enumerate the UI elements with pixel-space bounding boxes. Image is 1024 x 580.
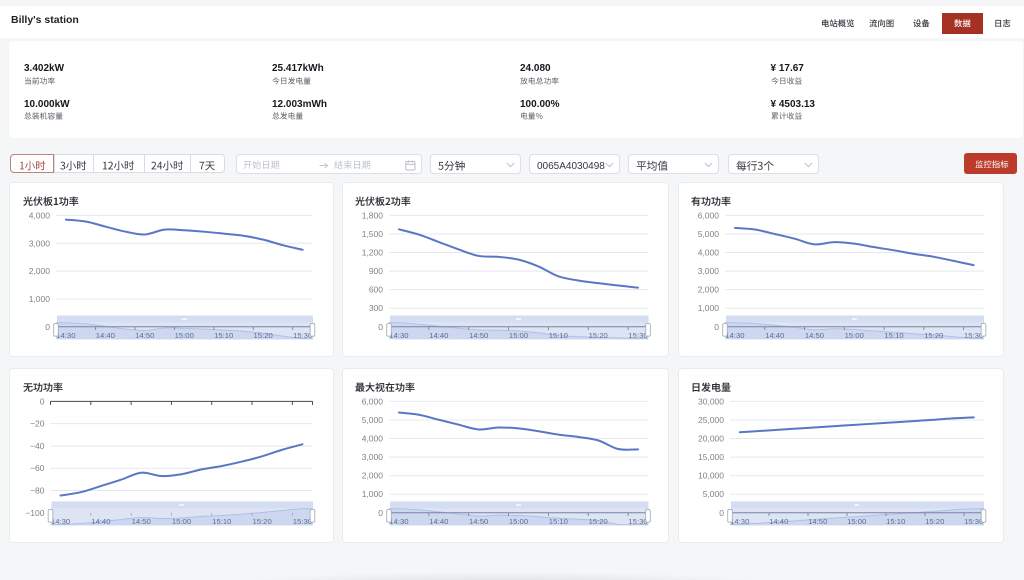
svg-text:14:40: 14:40 xyxy=(769,517,788,526)
svg-text:15:20: 15:20 xyxy=(925,517,944,526)
svg-text:15:30: 15:30 xyxy=(964,517,983,526)
svg-text:4,000: 4,000 xyxy=(697,248,719,258)
svg-text:15:20: 15:20 xyxy=(924,331,943,340)
svg-text:15:20: 15:20 xyxy=(254,331,273,340)
svg-text:15:10: 15:10 xyxy=(548,517,567,526)
svg-text:0: 0 xyxy=(719,508,724,518)
svg-text:20,000: 20,000 xyxy=(698,434,724,444)
svg-text:15:20: 15:20 xyxy=(252,517,271,526)
svg-text:15,000: 15,000 xyxy=(698,452,724,462)
svg-text:6,000: 6,000 xyxy=(361,396,383,406)
svg-text:900: 900 xyxy=(368,266,382,276)
svg-text:3,000: 3,000 xyxy=(361,452,383,462)
svg-text:15:10: 15:10 xyxy=(884,331,903,340)
svg-text:1,000: 1,000 xyxy=(361,489,383,499)
svg-text:600: 600 xyxy=(368,285,382,295)
svg-text:14:40: 14:40 xyxy=(96,331,115,340)
svg-text:5,000: 5,000 xyxy=(702,489,724,499)
svg-text:14:50: 14:50 xyxy=(135,331,154,340)
svg-text:0: 0 xyxy=(40,396,45,406)
svg-text:15:30: 15:30 xyxy=(628,331,647,340)
svg-text:2,000: 2,000 xyxy=(29,266,51,276)
svg-text:1,200: 1,200 xyxy=(361,248,383,258)
svg-text:14:30: 14:30 xyxy=(51,517,70,526)
svg-text:15:00: 15:00 xyxy=(175,331,194,340)
svg-text:14:30: 14:30 xyxy=(725,331,744,340)
svg-text:3,000: 3,000 xyxy=(697,266,719,276)
svg-text:1,000: 1,000 xyxy=(697,303,719,313)
svg-text:14:40: 14:40 xyxy=(91,517,110,526)
svg-text:15:30: 15:30 xyxy=(293,331,312,340)
svg-text:14:40: 14:40 xyxy=(429,517,448,526)
svg-text:0: 0 xyxy=(714,322,719,332)
svg-text:15:00: 15:00 xyxy=(508,517,527,526)
svg-text:−20: −20 xyxy=(30,419,45,429)
svg-text:0: 0 xyxy=(378,322,383,332)
svg-text:15:20: 15:20 xyxy=(588,331,607,340)
svg-text:−80: −80 xyxy=(30,486,45,496)
svg-text:2,000: 2,000 xyxy=(697,285,719,295)
svg-text:4,000: 4,000 xyxy=(29,210,51,220)
svg-text:15:10: 15:10 xyxy=(212,517,231,526)
svg-text:15:20: 15:20 xyxy=(588,517,607,526)
svg-text:14:50: 14:50 xyxy=(469,517,488,526)
svg-text:14:50: 14:50 xyxy=(808,517,827,526)
svg-text:6,000: 6,000 xyxy=(697,210,719,220)
svg-text:15:30: 15:30 xyxy=(963,331,982,340)
svg-text:15:30: 15:30 xyxy=(293,517,312,526)
svg-text:1,000: 1,000 xyxy=(29,294,51,304)
svg-text:14:30: 14:30 xyxy=(730,517,749,526)
svg-text:15:10: 15:10 xyxy=(886,517,905,526)
svg-text:14:50: 14:50 xyxy=(804,331,823,340)
svg-text:5,000: 5,000 xyxy=(697,229,719,239)
svg-text:15:00: 15:00 xyxy=(172,517,191,526)
svg-text:10,000: 10,000 xyxy=(698,471,724,481)
svg-text:5,000: 5,000 xyxy=(361,415,383,425)
svg-text:1,800: 1,800 xyxy=(361,210,383,220)
svg-text:15:10: 15:10 xyxy=(214,331,233,340)
svg-text:2,000: 2,000 xyxy=(361,471,383,481)
svg-text:14:30: 14:30 xyxy=(389,331,408,340)
svg-text:15:10: 15:10 xyxy=(548,331,567,340)
svg-text:30,000: 30,000 xyxy=(698,396,724,406)
svg-text:15:00: 15:00 xyxy=(508,331,527,340)
svg-text:15:00: 15:00 xyxy=(847,517,866,526)
svg-text:−60: −60 xyxy=(30,463,45,473)
svg-text:14:30: 14:30 xyxy=(389,517,408,526)
svg-text:14:50: 14:50 xyxy=(469,331,488,340)
svg-text:14:50: 14:50 xyxy=(132,517,151,526)
svg-text:3,000: 3,000 xyxy=(29,238,51,248)
svg-text:0: 0 xyxy=(45,322,50,332)
svg-text:14:30: 14:30 xyxy=(56,331,75,340)
svg-text:25,000: 25,000 xyxy=(698,415,724,425)
svg-text:14:40: 14:40 xyxy=(429,331,448,340)
svg-text:−40: −40 xyxy=(30,441,45,451)
svg-text:14:40: 14:40 xyxy=(765,331,784,340)
svg-text:1,500: 1,500 xyxy=(361,229,383,239)
svg-text:15:30: 15:30 xyxy=(628,517,647,526)
svg-text:300: 300 xyxy=(368,303,382,313)
svg-text:−100: −100 xyxy=(25,508,44,518)
svg-text:4,000: 4,000 xyxy=(361,434,383,444)
svg-text:0: 0 xyxy=(378,508,383,518)
svg-text:15:00: 15:00 xyxy=(844,331,863,340)
